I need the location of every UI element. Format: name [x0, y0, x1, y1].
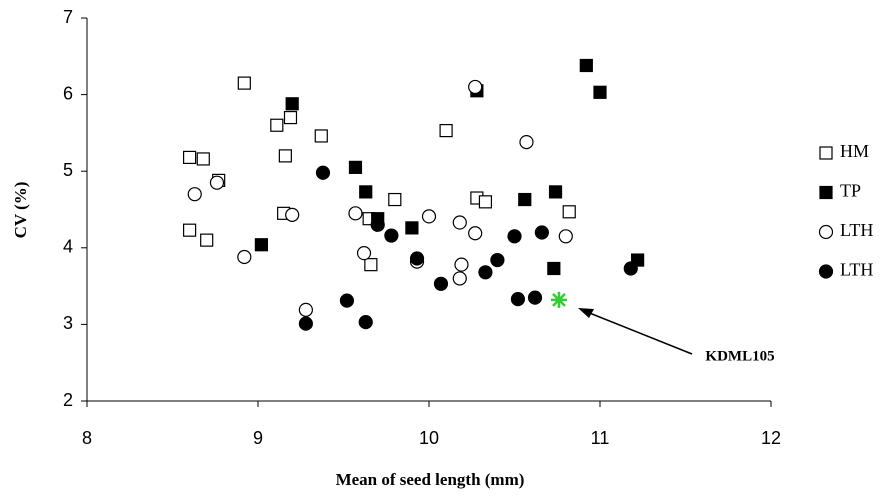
x-tick-label: 12	[761, 428, 781, 448]
point	[405, 221, 419, 235]
point	[209, 175, 225, 190]
point	[452, 271, 467, 286]
legend-label: LTH	[840, 220, 873, 240]
point	[384, 228, 399, 243]
point	[285, 97, 299, 111]
point	[548, 185, 563, 199]
legend-marker	[819, 146, 833, 160]
legend-label: HM	[840, 141, 869, 161]
point	[358, 315, 373, 330]
point	[468, 226, 483, 241]
point	[298, 302, 313, 317]
point	[237, 76, 251, 90]
point	[490, 252, 505, 268]
point	[510, 292, 526, 307]
x-tick-label: 8	[82, 428, 92, 448]
point	[439, 124, 453, 138]
point	[421, 209, 437, 224]
x-tick-label: 9	[253, 428, 263, 448]
point	[388, 192, 402, 207]
point	[478, 195, 493, 209]
point	[452, 215, 467, 230]
arrow-head	[578, 308, 594, 318]
y-tick-label: 3	[63, 313, 73, 333]
point	[196, 152, 210, 166]
point	[558, 229, 573, 244]
legend-marker	[819, 185, 833, 200]
x-axis-title: Mean of seed length (mm)	[336, 470, 525, 489]
legend-label: LTH	[840, 260, 873, 280]
point	[314, 129, 328, 143]
legend-marker	[818, 224, 834, 240]
point	[593, 85, 607, 99]
y-tick-label: 4	[63, 237, 73, 257]
point	[315, 165, 331, 180]
point	[348, 206, 363, 221]
point	[454, 257, 469, 272]
point	[519, 134, 534, 150]
point	[579, 58, 593, 73]
point	[183, 223, 197, 237]
point	[183, 150, 197, 165]
y-tick-label: 5	[63, 160, 73, 180]
x-tick-label: 11	[591, 428, 610, 448]
point	[468, 79, 483, 95]
point	[623, 261, 638, 276]
point	[370, 217, 385, 232]
legend-marker	[818, 264, 834, 279]
point	[270, 118, 284, 132]
point	[339, 293, 355, 308]
point	[534, 225, 549, 240]
point	[283, 110, 298, 125]
point	[237, 249, 252, 265]
point	[278, 149, 292, 163]
point	[298, 316, 313, 331]
point	[409, 251, 425, 266]
point	[527, 290, 543, 305]
point	[562, 205, 576, 219]
legend-label: TP	[840, 181, 861, 201]
y-tick-label: 6	[63, 83, 73, 103]
point	[348, 160, 363, 174]
y-tick-label: 7	[63, 7, 73, 27]
point	[254, 238, 269, 252]
highlight-point	[550, 291, 567, 308]
x-tick-label: 10	[419, 428, 439, 448]
point	[356, 246, 372, 261]
point	[518, 192, 532, 207]
point	[433, 276, 449, 291]
annotation-arrow	[581, 309, 693, 355]
point	[187, 187, 202, 202]
point	[507, 229, 522, 244]
y-axis-title: CV (%)	[11, 182, 30, 239]
point	[200, 233, 214, 247]
point	[478, 265, 493, 280]
point	[359, 185, 373, 199]
y-tick-label: 2	[63, 390, 73, 410]
annotation-label: KDML105	[705, 348, 774, 364]
point	[547, 261, 561, 276]
point	[364, 258, 378, 272]
point	[285, 207, 300, 222]
